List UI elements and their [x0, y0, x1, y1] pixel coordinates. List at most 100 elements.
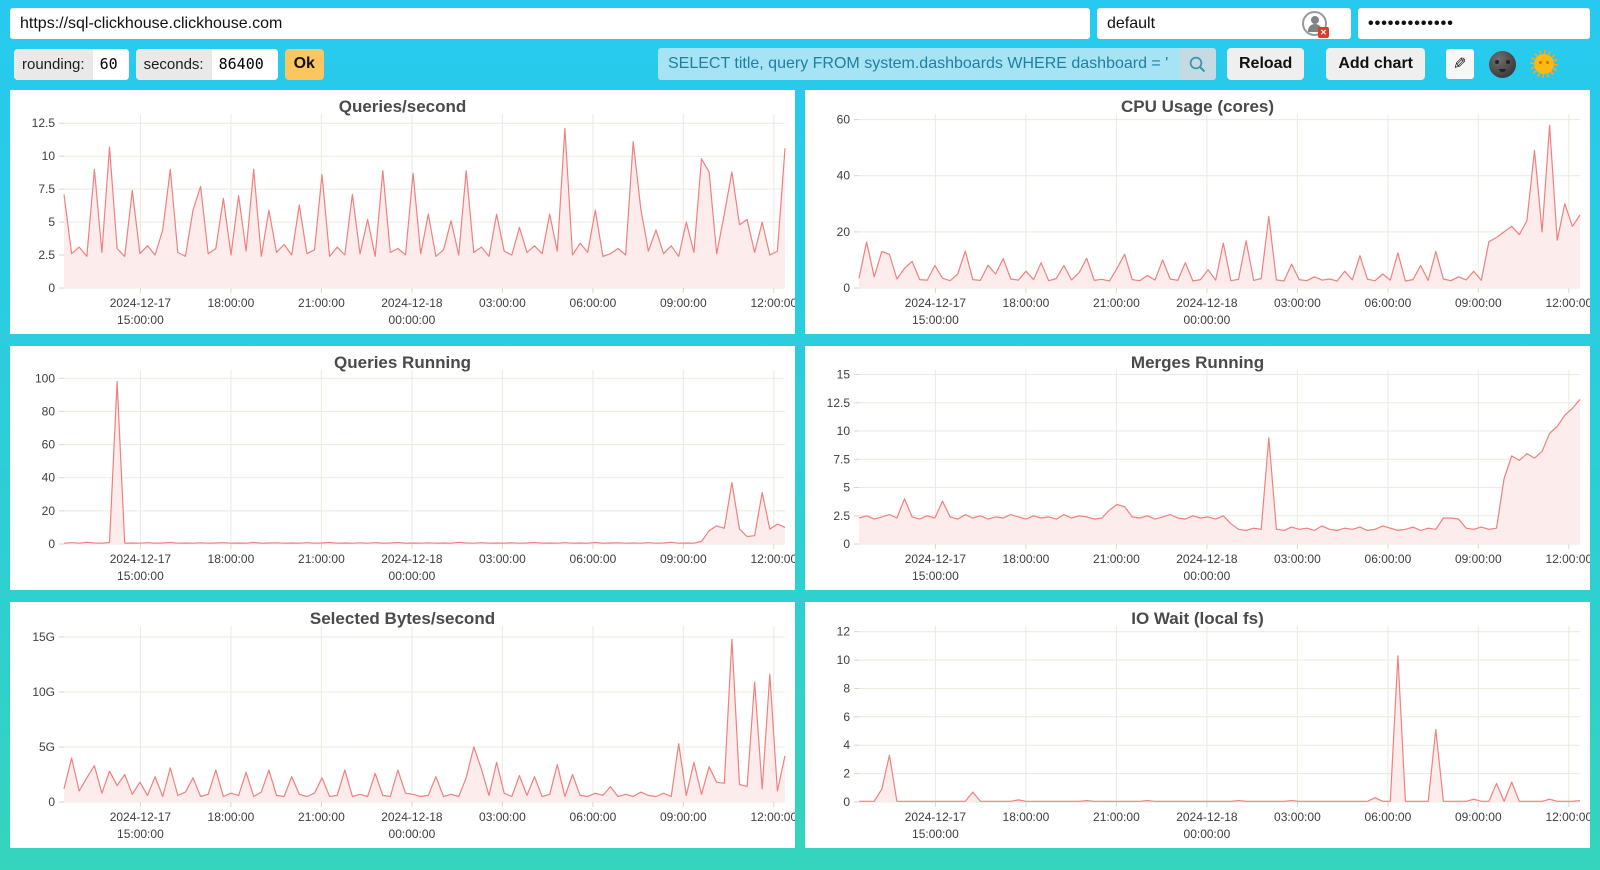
chart-title: IO Wait (local fs) — [1131, 609, 1264, 628]
dashboard-query-input[interactable] — [657, 48, 1180, 80]
svg-text:2: 2 — [843, 767, 850, 781]
server-url-input[interactable] — [10, 8, 1090, 39]
svg-text:15:00:00: 15:00:00 — [912, 313, 959, 327]
svg-text:60: 60 — [42, 438, 56, 452]
svg-text:06:00:00: 06:00:00 — [1365, 552, 1412, 566]
rounding-param: rounding: — [14, 48, 129, 80]
svg-text:0: 0 — [843, 281, 850, 295]
chart-plot[interactable]: 0 20 40 60 2024-12-17 15:00:00 18:00:00 21:00:0… — [805, 90, 1593, 334]
svg-text:00:00:00: 00:00:00 — [389, 827, 436, 841]
svg-text:2024-12-17: 2024-12-17 — [110, 552, 172, 566]
chart-plot[interactable]: 0 2.5 5 7.5 10 12.5 2024-12-17 15:00:00 18:00:00… — [10, 90, 797, 334]
svg-text:03:00:00: 03:00:00 — [1274, 296, 1321, 310]
svg-text:2.5: 2.5 — [833, 509, 850, 523]
svg-text:60: 60 — [837, 113, 851, 127]
reload-button[interactable]: Reload — [1226, 48, 1305, 80]
chart-title: CPU Usage (cores) — [1120, 97, 1275, 116]
svg-text:7.5: 7.5 — [38, 182, 55, 196]
svg-text:15G: 15G — [32, 630, 55, 644]
svg-text:15:00:00: 15:00:00 — [117, 313, 164, 327]
svg-text:80: 80 — [42, 404, 56, 418]
chart-card-merges-running: Merges Running 0 2.5 5 7.5 10 12.5 15 2024-12-1… — [805, 346, 1593, 590]
svg-text:03:00:00: 03:00:00 — [479, 810, 526, 824]
svg-text:03:00:00: 03:00:00 — [479, 296, 526, 310]
svg-text:18:00:00: 18:00:00 — [1003, 810, 1050, 824]
dashboard-query-wrap — [657, 48, 1216, 80]
svg-text:06:00:00: 06:00:00 — [1365, 810, 1412, 824]
svg-text:12:00:00: 12:00:00 — [1545, 552, 1590, 566]
svg-text:12:00:00: 12:00:00 — [1545, 810, 1590, 824]
pencil-icon: ✎ — [1453, 56, 1467, 73]
sun-face-icon[interactable] — [1530, 50, 1558, 78]
magnifier-icon — [1190, 56, 1206, 72]
svg-text:12.5: 12.5 — [32, 116, 56, 130]
svg-text:21:00:00: 21:00:00 — [1093, 810, 1140, 824]
svg-text:09:00:00: 09:00:00 — [1455, 296, 1502, 310]
svg-text:12:00:00: 12:00:00 — [750, 296, 795, 310]
svg-text:18:00:00: 18:00:00 — [208, 810, 255, 824]
svg-text:00:00:00: 00:00:00 — [1184, 569, 1231, 583]
svg-text:10: 10 — [837, 653, 851, 667]
chart-card-selected-bytes: Selected Bytes/second 0 5G 10G 15G 2024-12-1… — [10, 602, 797, 848]
svg-text:2024-12-18: 2024-12-18 — [1176, 296, 1238, 310]
svg-text:2024-12-17: 2024-12-17 — [110, 296, 172, 310]
svg-text:18:00:00: 18:00:00 — [1003, 296, 1050, 310]
svg-text:0: 0 — [48, 795, 55, 809]
svg-text:12:00:00: 12:00:00 — [750, 810, 795, 824]
chart-plot[interactable]: 0 5G 10G 15G 2024-12-17 15:00:00 18:00:00 21:00… — [10, 602, 797, 848]
svg-text:00:00:00: 00:00:00 — [389, 313, 436, 327]
rounding-input[interactable] — [92, 48, 129, 80]
svg-text:18:00:00: 18:00:00 — [208, 296, 255, 310]
ok-button[interactable]: Ok — [284, 48, 324, 80]
add-chart-button[interactable]: Add chart — [1326, 48, 1425, 80]
svg-text:2024-12-18: 2024-12-18 — [381, 296, 443, 310]
svg-text:15:00:00: 15:00:00 — [912, 827, 959, 841]
svg-text:2024-12-18: 2024-12-18 — [1176, 810, 1238, 824]
svg-text:5G: 5G — [39, 740, 55, 754]
svg-text:09:00:00: 09:00:00 — [1455, 552, 1502, 566]
svg-text:18:00:00: 18:00:00 — [1003, 552, 1050, 566]
svg-text:09:00:00: 09:00:00 — [660, 552, 707, 566]
svg-text:12:00:00: 12:00:00 — [1545, 296, 1590, 310]
svg-text:15:00:00: 15:00:00 — [117, 827, 164, 841]
svg-text:06:00:00: 06:00:00 — [570, 296, 617, 310]
svg-text:5: 5 — [843, 481, 850, 495]
edit-queries-button[interactable]: ✎ — [1446, 49, 1474, 79]
seconds-input[interactable] — [211, 48, 278, 80]
search-button[interactable] — [1179, 48, 1216, 80]
svg-text:21:00:00: 21:00:00 — [298, 810, 345, 824]
svg-text:5: 5 — [48, 215, 55, 229]
chart-card-cpu-usage: CPU Usage (cores) 0 20 40 60 2024-12-17 15:00… — [805, 90, 1593, 334]
svg-text:12:00:00: 12:00:00 — [750, 552, 795, 566]
svg-text:21:00:00: 21:00:00 — [1093, 552, 1140, 566]
chart-card-io-wait: IO Wait (local fs) 0 2 4 6 8 10 12 2024-12-17 15… — [805, 602, 1593, 848]
svg-text:2024-12-18: 2024-12-18 — [381, 552, 443, 566]
chart-plot[interactable]: 0 2 4 6 8 10 12 2024-12-17 15:00:00 18:00:00 21:00… — [805, 602, 1593, 848]
user-circle-error-icon: ✕ — [1302, 11, 1329, 38]
svg-text:00:00:00: 00:00:00 — [1184, 313, 1231, 327]
moon-face-icon[interactable] — [1489, 50, 1516, 78]
chart-plot[interactable]: 0 20 40 60 80 100 2024-12-17 15:00:00 18:00:00 21… — [10, 346, 797, 590]
svg-text:03:00:00: 03:00:00 — [1274, 810, 1321, 824]
svg-text:20: 20 — [837, 225, 851, 239]
svg-text:10: 10 — [837, 424, 851, 438]
svg-text:2.5: 2.5 — [38, 248, 55, 262]
svg-text:09:00:00: 09:00:00 — [660, 296, 707, 310]
svg-text:18:00:00: 18:00:00 — [208, 552, 255, 566]
svg-text:2024-12-18: 2024-12-18 — [1176, 552, 1238, 566]
chart-card-queries-running: Queries Running 0 20 40 60 80 100 2024-12-17 15… — [10, 346, 797, 590]
svg-text:2024-12-17: 2024-12-17 — [905, 552, 967, 566]
svg-text:0: 0 — [48, 537, 55, 551]
dashboard-grid: Queries/second 0 2.5 5 7.5 10 12.5 2024-12-17 1… — [10, 90, 1593, 848]
password-input[interactable] — [1358, 8, 1590, 39]
svg-text:10: 10 — [42, 149, 56, 163]
svg-text:100: 100 — [35, 371, 55, 385]
seconds-label: seconds: — [135, 48, 212, 80]
svg-text:03:00:00: 03:00:00 — [479, 552, 526, 566]
chart-card-queries-per-second: Queries/second 0 2.5 5 7.5 10 12.5 2024-12-17 1… — [10, 90, 797, 334]
chart-plot[interactable]: 0 2.5 5 7.5 10 12.5 15 2024-12-17 15:00:00 18:00:… — [805, 346, 1593, 590]
user-error-badge: ✕ — [1318, 27, 1329, 38]
svg-text:2024-12-17: 2024-12-17 — [905, 296, 967, 310]
svg-text:03:00:00: 03:00:00 — [1274, 552, 1321, 566]
chart-title: Queries Running — [334, 353, 471, 372]
